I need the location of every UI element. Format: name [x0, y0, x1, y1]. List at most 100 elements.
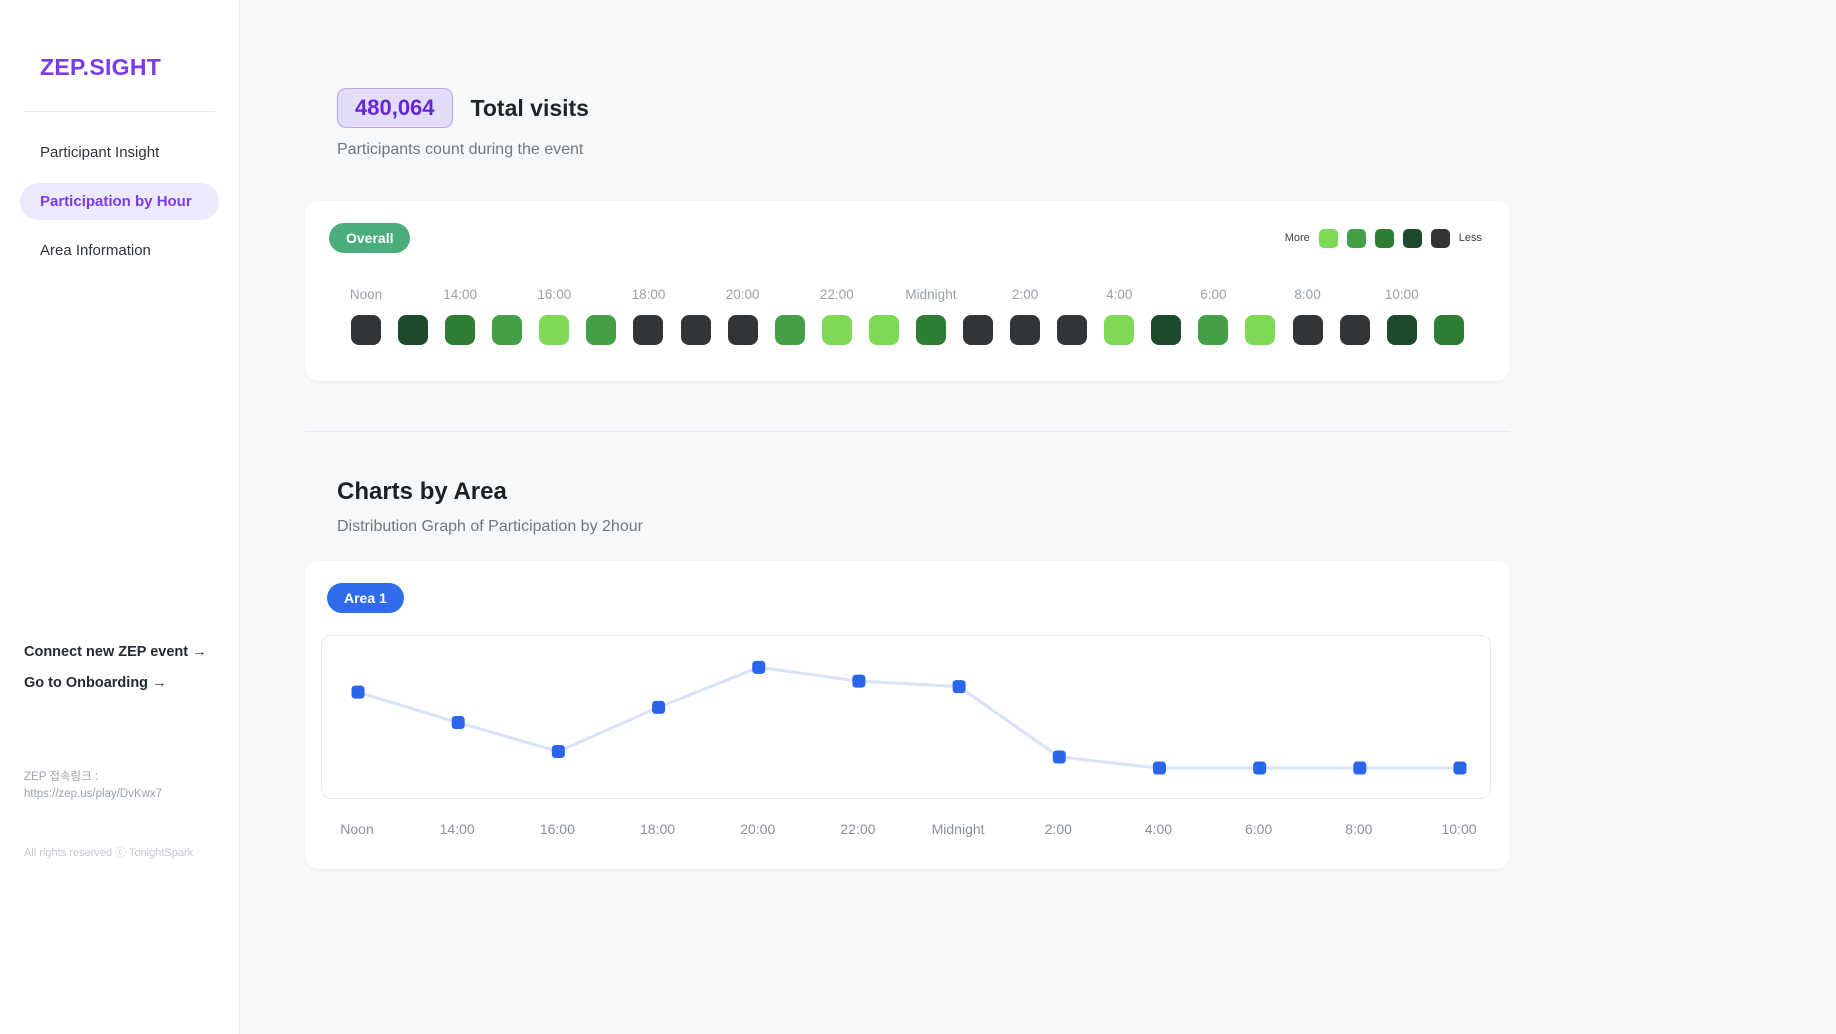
go-to-onboarding-link[interactable]: Go to Onboarding → — [24, 675, 167, 691]
line-marker — [451, 716, 465, 730]
heatmap-time-label: 22:00 — [819, 287, 854, 302]
zep-access-link-block: ZEP 접속링크 : https://zep.us/play/DvKwx7 — [24, 769, 162, 803]
zep-access-link-url: https://zep.us/play/DvKwx7 — [24, 788, 163, 800]
heatmap-cell — [445, 315, 476, 345]
x-axis-label: 20:00 — [740, 821, 776, 837]
heatmap-cell — [774, 315, 805, 345]
sidebar-item-participation-by-hour[interactable]: Participation by Hour — [20, 183, 219, 220]
x-axis-label: 8:00 — [1345, 821, 1373, 837]
heatmap-cell — [1245, 315, 1276, 345]
x-axis-label: 22:00 — [840, 821, 876, 837]
line-marker — [652, 700, 666, 714]
heatmap-cell — [351, 315, 381, 345]
area1-x-labels: Noon 14:00 16:00 18:00 20:00 22:00 Midnight 2:0… — [321, 821, 1491, 839]
heatmap-cell — [1386, 315, 1417, 345]
legend-swatch — [1318, 228, 1338, 248]
page-title: Total visits — [470, 94, 589, 121]
line-marker — [1052, 750, 1066, 764]
participation-heatmap: Noon 14:00 16:00 18:00 20:00 22:00 Midnight 2:0… — [329, 287, 1486, 345]
heatmap-time-label: 20:00 — [725, 287, 760, 302]
connect-new-zep-event-link[interactable]: Connect new ZEP event → — [24, 644, 207, 660]
x-axis-label: 4:00 — [1144, 821, 1173, 837]
heatmap-time-label: 10:00 — [1384, 287, 1419, 302]
heatmap-cell — [821, 315, 852, 345]
heatmap-time-label: 8:00 — [1294, 287, 1321, 302]
line-marker — [952, 680, 966, 694]
legend-swatch — [1402, 228, 1422, 248]
heatmap-cells — [351, 315, 1464, 345]
heatmap-cell — [398, 315, 429, 345]
x-axis-label: Midnight — [931, 821, 985, 837]
heatmap-time-label: 2:00 — [1011, 287, 1039, 302]
heatmap-cell — [586, 315, 617, 345]
sidebar-divider — [24, 111, 215, 112]
heatmap-time-labels: Noon 14:00 16:00 18:00 20:00 22:00 Midnight 2:0… — [349, 287, 1464, 302]
heatmap-time-label: 16:00 — [537, 287, 572, 302]
total-visits-value-badge: 480,064 — [337, 88, 453, 128]
legend-swatch — [1374, 228, 1394, 248]
heatmap-cell — [1339, 315, 1370, 345]
heatmap-cell — [1198, 315, 1229, 345]
x-axis-label: Noon — [340, 821, 374, 837]
area1-chart-card: Area 1 Noon 14:00 16:00 18:00 20:00 22:00 Midn… — [305, 561, 1510, 869]
heatmap-cell — [1151, 315, 1182, 345]
heatmap-cell — [1104, 315, 1135, 345]
heatmap-time-label: 6:00 — [1200, 287, 1227, 302]
zep-access-link-label: ZEP 접속링크 : — [24, 771, 99, 783]
heatmap-cell — [1292, 315, 1323, 345]
sidebar-item-participant-insight[interactable]: Participant Insight — [40, 144, 160, 161]
main-content: 480,064 Total visits Participants count … — [240, 0, 1836, 1034]
heatmap-cell — [963, 315, 994, 345]
line-marker — [1453, 761, 1467, 775]
page-subtitle: Participants count during the event — [337, 141, 584, 158]
legend-swatches — [1318, 228, 1450, 248]
x-axis-label: 18:00 — [640, 821, 676, 837]
heatmap-cell — [680, 315, 711, 345]
overall-badge: Overall — [329, 223, 411, 253]
legend-more-label: More — [1284, 232, 1310, 244]
line-marker — [752, 660, 766, 674]
heatmap-cell — [1057, 315, 1088, 345]
line-marker — [1253, 761, 1267, 775]
area1-badge: Area 1 — [327, 583, 404, 613]
heatmap-cell — [633, 315, 664, 345]
sidebar-item-area-information[interactable]: Area Information — [40, 242, 151, 259]
heatmap-time-label: 14:00 — [443, 287, 478, 302]
legend-swatch — [1346, 228, 1366, 248]
x-axis-label: 6:00 — [1245, 821, 1273, 837]
area1-line-chart — [351, 660, 1467, 775]
heatmap-time-label: 4:00 — [1106, 287, 1133, 302]
line-marker — [1353, 761, 1367, 775]
line-marker — [852, 674, 866, 688]
line-marker — [351, 685, 365, 699]
heatmap-cell — [868, 315, 899, 345]
line-marker — [1152, 761, 1166, 775]
sidebar-bottom-links: Connect new ZEP event → Go to Onboarding… — [24, 644, 207, 691]
heatmap-cell — [1433, 315, 1464, 345]
copyright-text: All rights reserved ⓒ TonightSpark — [24, 847, 194, 859]
line-series — [357, 665, 1460, 770]
heatmap-cell — [539, 315, 570, 345]
legend-swatch — [1430, 228, 1450, 248]
section-divider — [305, 431, 1510, 432]
total-visits-header: 480,064 Total visits — [337, 88, 1510, 128]
line-marker — [551, 745, 565, 758]
sidebar: ZEP.SIGHT Participant Insight Participat… — [0, 0, 240, 1034]
overall-heatmap-card: Overall More Less Noon 14:00 16:00 18:00 20:… — [305, 201, 1510, 381]
x-axis-label: 10:00 — [1441, 821, 1477, 837]
legend-less-label: Less — [1458, 232, 1482, 244]
area1-chart-box — [321, 635, 1491, 799]
heatmap-time-label: Noon — [349, 287, 383, 302]
heatmap-cell — [727, 315, 758, 345]
heatmap-cell — [915, 315, 946, 345]
charts-by-area-title: Charts by Area — [337, 478, 507, 505]
app-logo: ZEP.SIGHT — [40, 54, 162, 80]
sidebar-nav: Participant Insight Participation by Hou… — [20, 134, 219, 269]
heatmap-cell — [492, 315, 523, 345]
x-axis-label: 2:00 — [1044, 821, 1072, 837]
heatmap-legend: More Less — [1284, 228, 1486, 248]
charts-by-area-subtitle: Distribution Graph of Participation by 2… — [337, 518, 643, 535]
x-axis-label: 14:00 — [439, 821, 475, 837]
heatmap-cell — [1010, 315, 1041, 345]
heatmap-time-label: 18:00 — [631, 287, 666, 302]
